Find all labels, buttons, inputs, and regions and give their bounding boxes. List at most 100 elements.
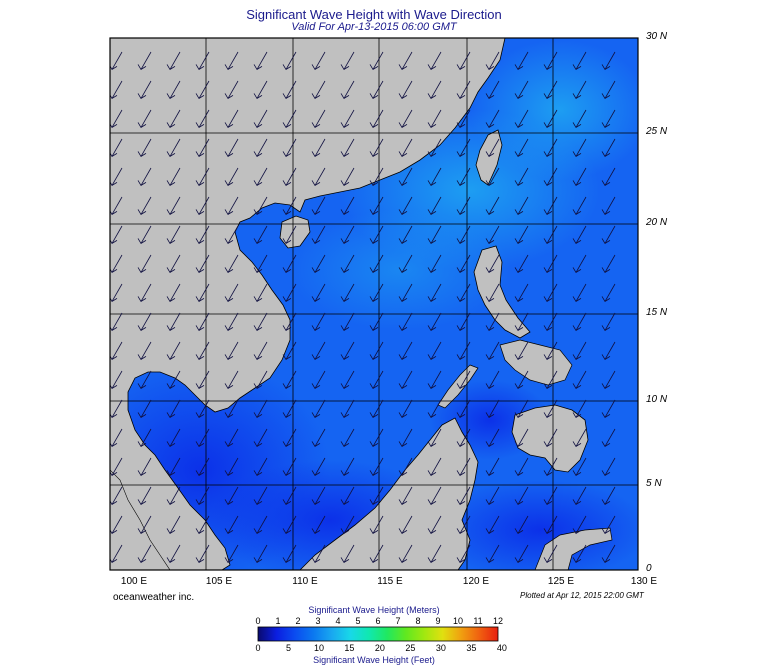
wave-arrow — [314, 370, 326, 389]
wave-arrow-head — [110, 94, 118, 99]
wave-arrow — [256, 544, 268, 563]
wave-arrow-head — [195, 325, 205, 331]
wave-arrow — [401, 486, 413, 505]
wave-arrow-head — [224, 499, 234, 505]
wave-arrow — [488, 312, 500, 331]
wave-arrow-head — [369, 180, 379, 186]
wave-arrow-head — [195, 354, 205, 360]
wave-arrow-head — [398, 238, 408, 244]
wave-arrow — [343, 225, 355, 244]
wave-arrow — [372, 457, 384, 476]
wave-arrow-head — [195, 470, 205, 476]
wave-arrow-head — [166, 470, 176, 476]
wave-arrow — [227, 399, 239, 418]
wave-arrow-head — [485, 267, 495, 273]
wave-arrow — [227, 312, 239, 331]
wave-arrow-head — [456, 267, 466, 273]
wave-arrow — [227, 457, 239, 476]
wave-arrow-head — [311, 238, 321, 244]
wave-arrow — [546, 225, 558, 244]
wave-arrow-head — [195, 528, 205, 534]
wave-arrow — [285, 283, 297, 302]
wave-arrow — [227, 167, 239, 186]
wave-arrow-head — [572, 412, 582, 418]
wave-arrow — [372, 486, 384, 505]
wave-arrow-head — [282, 238, 292, 244]
wave-arrow — [604, 167, 616, 186]
wave-arrow-head — [253, 441, 263, 447]
wave-arrow-head — [369, 557, 379, 563]
wave-arrow — [314, 399, 326, 418]
wave-arrow-head — [398, 267, 408, 273]
wave-arrow-head — [369, 267, 379, 273]
wave-arrow — [111, 486, 123, 505]
colorbar-title-feet: Significant Wave Height (Feet) — [313, 655, 435, 665]
wave-arrow-head — [282, 557, 292, 563]
wave-arrow-head — [166, 267, 176, 273]
wave-arrow-head — [166, 151, 176, 157]
wave-arrow — [285, 51, 297, 70]
wave-arrow-head — [253, 383, 263, 389]
wave-arrow — [314, 428, 326, 447]
wave-arrow-head — [340, 528, 350, 534]
wave-arrow-head — [601, 296, 611, 302]
wave-arrow-head — [427, 354, 437, 360]
wave-arrow-head — [224, 412, 234, 418]
wave-arrow — [372, 399, 384, 418]
wave-arrow — [343, 109, 355, 128]
wave-arrow — [227, 544, 239, 563]
wave-arrow — [140, 167, 152, 186]
wave-arrow — [459, 544, 471, 563]
wave-arrow-head — [137, 122, 147, 128]
wave-arrow-head — [514, 93, 524, 99]
wave-arrow — [140, 544, 152, 563]
wave-arrow — [198, 80, 210, 99]
wave-arrow-head — [514, 296, 524, 302]
wave-arrow — [169, 254, 181, 273]
wave-arrow-head — [282, 325, 292, 331]
wave-arrow-head — [369, 64, 379, 70]
wave-arrow-head — [195, 296, 205, 302]
wave-arrow — [256, 167, 268, 186]
wave-arrow — [430, 370, 442, 389]
wave-arrow — [430, 515, 442, 534]
wave-arrow-head — [311, 470, 321, 476]
wave-arrow-head — [282, 470, 292, 476]
wave-arrow-head — [485, 441, 495, 447]
wave-arrow-head — [224, 267, 234, 273]
wave-arrow — [285, 196, 297, 215]
wave-arrow — [140, 428, 152, 447]
wave-arrow — [169, 399, 181, 418]
wave-arrow — [343, 486, 355, 505]
wave-arrow — [198, 428, 210, 447]
wave-arrow-head — [601, 383, 611, 389]
wave-arrow — [401, 399, 413, 418]
wave-arrow — [575, 51, 587, 70]
wave-arrow — [604, 486, 616, 505]
wave-arrow-head — [514, 354, 524, 360]
wave-arrow-head — [311, 354, 321, 360]
wave-arrow-head — [398, 354, 408, 360]
wave-arrow — [372, 544, 384, 563]
wave-arrow — [111, 196, 123, 215]
wave-arrow — [169, 515, 181, 534]
wave-arrow-head — [427, 325, 437, 331]
wave-arrow-head — [110, 558, 118, 563]
wave-arrow-head — [369, 238, 379, 244]
wave-arrow-head — [253, 180, 263, 186]
wave-arrow — [314, 225, 326, 244]
wave-arrow — [372, 515, 384, 534]
wave-arrow-head — [195, 499, 205, 505]
wave-arrow-head — [369, 470, 379, 476]
wave-arrow-head — [572, 238, 582, 244]
wave-arrow-head — [340, 180, 350, 186]
wave-arrow-head — [601, 151, 611, 157]
wave-arrow-head — [282, 122, 292, 128]
wave-arrow-head — [369, 412, 379, 418]
wave-arrow-head — [398, 296, 408, 302]
wave-arrow — [256, 254, 268, 273]
map-frame — [109, 37, 639, 571]
wave-arrow — [140, 225, 152, 244]
wave-arrow-head — [340, 412, 350, 418]
